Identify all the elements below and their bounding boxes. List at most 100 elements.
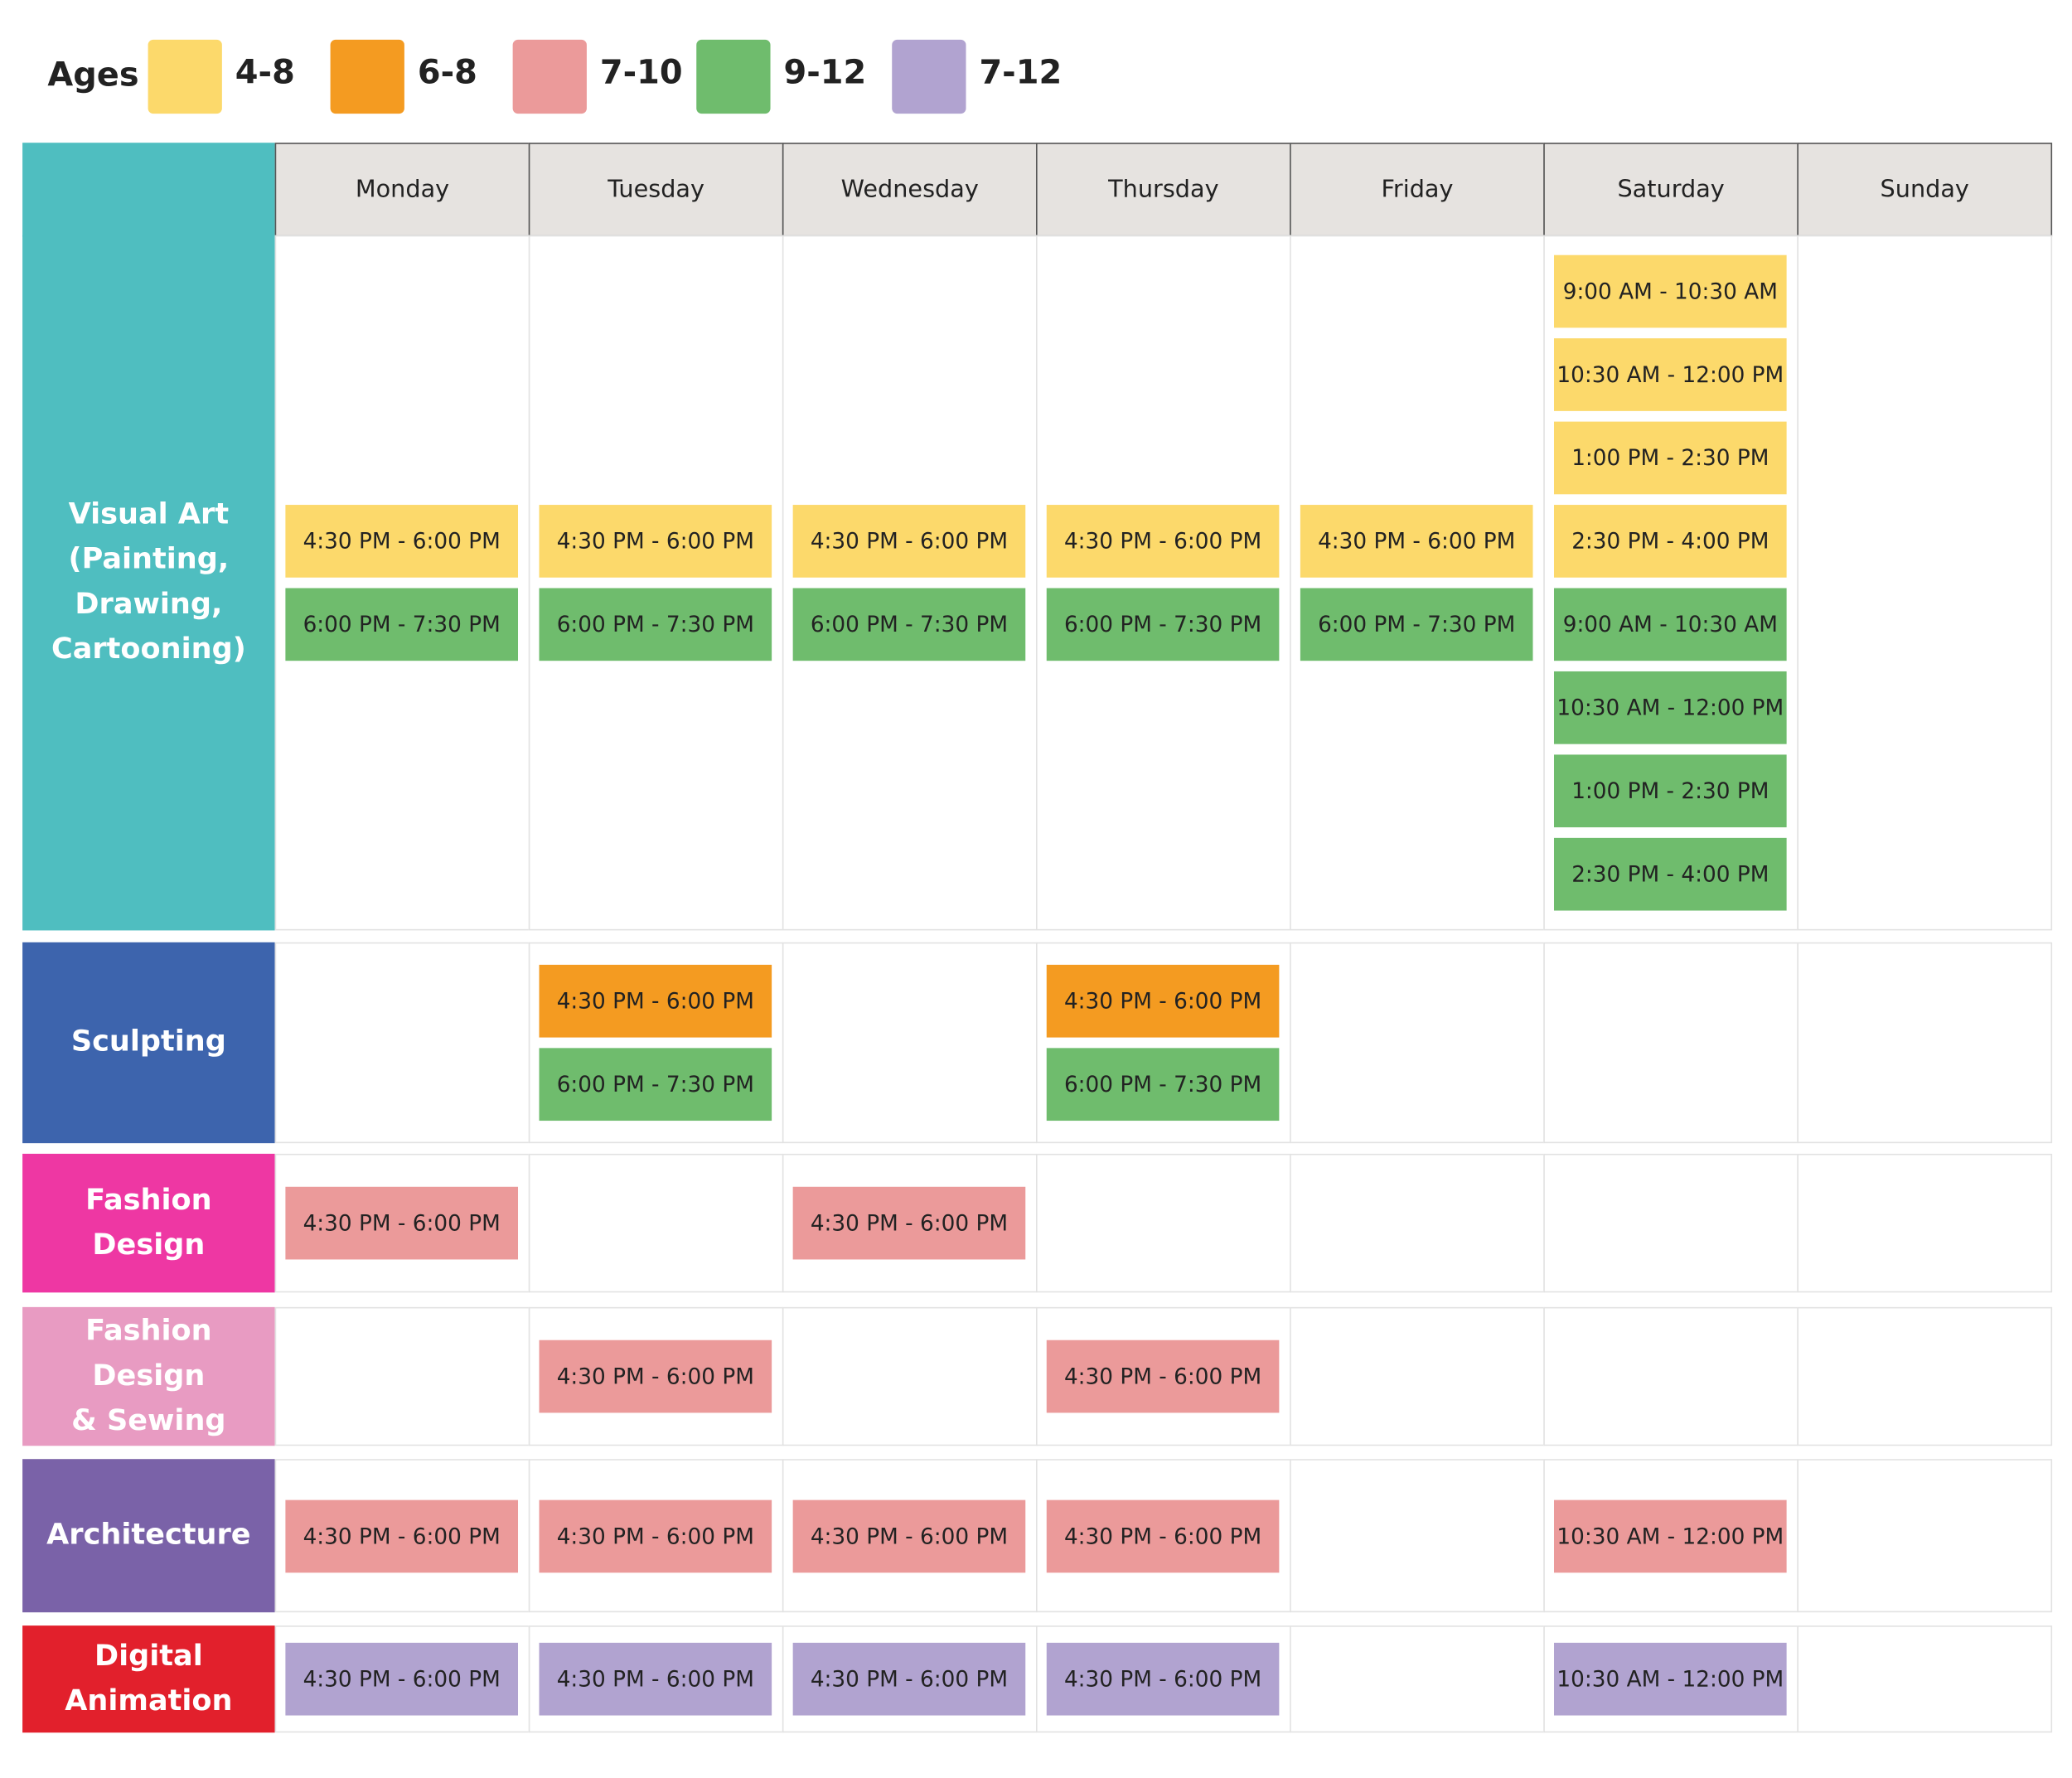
cell — [274, 1306, 530, 1446]
row-label: Fashion Design & Sewing — [22, 1306, 275, 1446]
cell — [1797, 942, 2053, 1144]
class-slot: 4:30 PM - 6:00 PM — [1046, 505, 1280, 578]
class-slot: 4:30 PM - 6:00 PM — [1046, 964, 1280, 1038]
class-slot: 6:00 PM - 7:30 PM — [1046, 1048, 1280, 1122]
cell — [1290, 1153, 1545, 1293]
cell — [1797, 1459, 2053, 1613]
cell — [782, 1306, 1038, 1446]
day-header: Sunday — [1797, 143, 2053, 237]
legend-label: 6-8 — [417, 52, 477, 92]
legend-swatch — [148, 39, 222, 114]
legend-swatch — [696, 39, 771, 114]
row-label-line: Sculpting — [70, 1025, 226, 1059]
legend-title: Ages — [47, 55, 139, 94]
cell — [1797, 1625, 2053, 1733]
class-slot: 4:30 PM - 6:00 PM — [539, 964, 772, 1038]
cell — [528, 235, 784, 931]
class-slot: 6:00 PM - 7:30 PM — [1300, 588, 1533, 661]
class-slot: 4:30 PM - 6:00 PM — [539, 1340, 772, 1413]
row-label-line: Design — [92, 1359, 206, 1393]
cell — [1290, 1459, 1545, 1613]
cell — [528, 1153, 784, 1293]
row-label-line: Fashion — [85, 1183, 212, 1217]
cell — [1797, 235, 2053, 931]
class-slot: 4:30 PM - 6:00 PM — [1300, 505, 1533, 578]
legend-label: 7-10 — [599, 52, 683, 92]
class-slot: 4:30 PM - 6:00 PM — [1046, 1642, 1280, 1716]
row-label-line: Drawing, — [75, 588, 223, 622]
row-label-line: & Sewing — [71, 1404, 226, 1437]
class-slot: 4:30 PM - 6:00 PM — [285, 1642, 519, 1716]
class-slot: 4:30 PM - 6:00 PM — [792, 1186, 1026, 1260]
row-label-line: Cartooning) — [51, 632, 246, 666]
class-slot: 4:30 PM - 6:00 PM — [539, 1642, 772, 1716]
class-slot: 10:30 AM - 12:00 PM — [1554, 671, 1787, 744]
row-label: Architecture — [22, 1459, 275, 1613]
row-label-line: Visual Art — [68, 498, 230, 531]
class-slot: 4:30 PM - 6:00 PM — [285, 1499, 519, 1572]
class-slot: 6:00 PM - 7:30 PM — [539, 1048, 772, 1122]
row-label-line: Architecture — [46, 1518, 251, 1552]
row-label-line: Animation — [65, 1684, 233, 1717]
header-corner — [22, 143, 275, 237]
class-slot: 10:30 AM - 12:00 PM — [1554, 1642, 1787, 1716]
day-header: Saturday — [1543, 143, 1798, 237]
row-label: Fashion Design — [22, 1153, 275, 1293]
legend-swatch — [512, 39, 587, 114]
class-slot: 4:30 PM - 6:00 PM — [539, 505, 772, 578]
cell — [1036, 1153, 1291, 1293]
class-slot: 10:30 AM - 12:00 PM — [1554, 1499, 1787, 1572]
class-slot: 6:00 PM - 7:30 PM — [285, 588, 519, 661]
day-header: Friday — [1290, 143, 1545, 237]
class-slot: 2:30 PM - 4:00 PM — [1554, 837, 1787, 911]
cell — [1290, 942, 1545, 1144]
class-slot: 6:00 PM - 7:30 PM — [539, 588, 772, 661]
legend-label: 4-8 — [235, 52, 295, 92]
cell — [1290, 1625, 1545, 1733]
cell — [782, 235, 1038, 931]
class-slot: 2:30 PM - 4:00 PM — [1554, 505, 1787, 578]
class-slot: 4:30 PM - 6:00 PM — [285, 505, 519, 578]
day-header: Tuesday — [528, 143, 784, 237]
cell — [1036, 235, 1291, 931]
cell — [782, 942, 1038, 1144]
row-label-line: Fashion — [85, 1314, 212, 1348]
cell — [274, 942, 530, 1144]
row-label: Sculpting — [22, 942, 275, 1144]
class-slot: 4:30 PM - 6:00 PM — [1046, 1499, 1280, 1572]
cell — [1290, 235, 1545, 931]
class-slot: 4:30 PM - 6:00 PM — [792, 1499, 1026, 1572]
class-slot: 4:30 PM - 6:00 PM — [539, 1499, 772, 1572]
row-label: Visual Art (Painting, Drawing, Cartooning) — [22, 235, 275, 931]
day-header: Wednesday — [782, 143, 1038, 237]
cell — [1797, 1306, 2053, 1446]
class-slot: 10:30 AM - 12:00 PM — [1554, 338, 1787, 411]
class-slot: 9:00 AM - 10:30 AM — [1554, 588, 1787, 661]
cell — [1543, 1153, 1798, 1293]
class-slot: 4:30 PM - 6:00 PM — [285, 1186, 519, 1260]
class-slot: 1:00 PM - 2:30 PM — [1554, 754, 1787, 828]
row-label-line: Digital — [94, 1639, 203, 1673]
legend-label: 9-12 — [783, 52, 867, 92]
cell — [1290, 1306, 1545, 1446]
cell — [1797, 1153, 2053, 1293]
legend-swatch — [330, 39, 404, 114]
class-slot: 6:00 PM - 7:30 PM — [1046, 588, 1280, 661]
row-label-line: (Painting, — [68, 543, 230, 577]
class-slot: 9:00 AM - 10:30 AM — [1554, 254, 1787, 328]
legend-label: 7-12 — [979, 52, 1063, 92]
day-header: Thursday — [1036, 143, 1291, 237]
class-slot: 6:00 PM - 7:30 PM — [792, 588, 1026, 661]
class-slot: 4:30 PM - 6:00 PM — [1046, 1340, 1280, 1413]
cell — [274, 235, 530, 931]
row-label: Digital Animation — [22, 1625, 275, 1733]
class-slot: 4:30 PM - 6:00 PM — [792, 1642, 1026, 1716]
cell — [1543, 942, 1798, 1144]
day-header: Monday — [274, 143, 530, 237]
legend-swatch — [892, 39, 966, 114]
class-slot: 4:30 PM - 6:00 PM — [792, 505, 1026, 578]
row-label-line: Design — [92, 1228, 206, 1262]
class-slot: 1:00 PM - 2:30 PM — [1554, 421, 1787, 495]
